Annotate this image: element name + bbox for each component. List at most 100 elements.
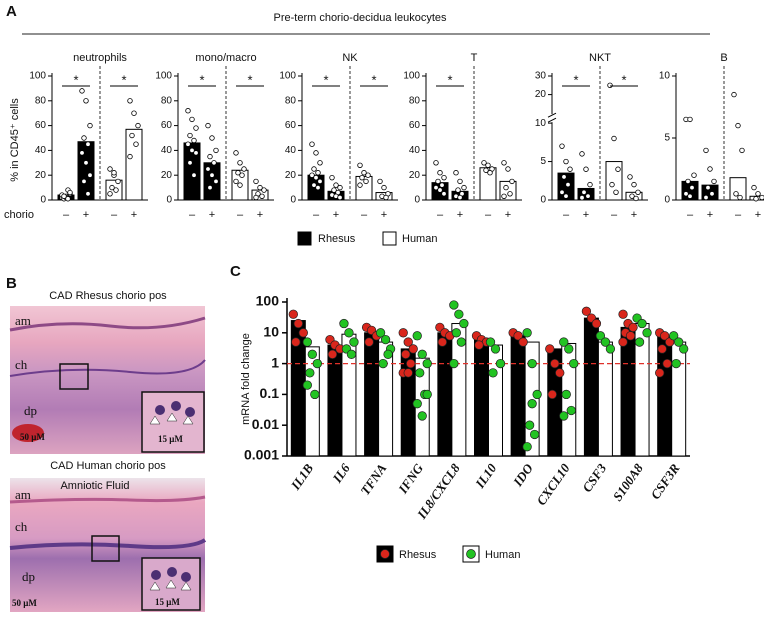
y-tick-label: 5 (664, 133, 670, 144)
y-tick-label: 0 (166, 195, 172, 206)
x-tick-label: CSF3 (579, 460, 609, 494)
x-tick-label: + (631, 209, 637, 221)
data-point (253, 178, 259, 185)
data-point (660, 331, 670, 341)
y-tick-label: 100 (155, 71, 172, 82)
data-point (305, 368, 315, 378)
y-tick-label: 0 (290, 195, 296, 206)
data-point (495, 358, 506, 369)
x-axis-label: chorio (4, 209, 34, 221)
data-point (433, 160, 439, 166)
x-tick-label: + (505, 209, 511, 221)
y-tick-label: 0 (414, 195, 420, 206)
data-point (401, 349, 411, 359)
data-point (529, 429, 540, 440)
data-point (505, 166, 511, 172)
y-tick-label: 0 (540, 195, 546, 206)
legend-label: Human (402, 233, 437, 245)
data-point (83, 160, 89, 166)
data-point (364, 337, 374, 347)
data-point (685, 178, 691, 185)
x-tick-label: + (333, 209, 339, 221)
data-point (187, 132, 193, 139)
y-tick-label: 60 (161, 120, 173, 131)
image-title: CAD Rhesus chorio pos (49, 290, 167, 302)
data-point (532, 389, 542, 400)
data-point (581, 189, 587, 196)
data-point (435, 178, 441, 185)
data-point (311, 166, 317, 172)
data-point (380, 334, 391, 345)
data-point (485, 337, 496, 347)
data-point (313, 150, 319, 156)
bar (183, 142, 201, 201)
data-point (609, 181, 615, 188)
data-point (417, 411, 427, 421)
data-point (317, 178, 323, 185)
data-point (378, 358, 388, 369)
data-point (587, 181, 593, 188)
bar (510, 335, 526, 457)
data-point (317, 160, 323, 166)
data-point (618, 309, 628, 319)
y-tick-label: 10 (263, 324, 279, 340)
arrowheads (149, 579, 192, 591)
data-point (709, 191, 715, 197)
significance-label: * (247, 72, 252, 87)
data-point (233, 178, 239, 185)
bar (583, 317, 599, 457)
nucleus (171, 401, 181, 411)
data-point (559, 411, 569, 421)
y-tick-label: 40 (35, 145, 47, 156)
data-point (207, 153, 213, 160)
data-point (65, 196, 71, 202)
data-point (406, 358, 416, 369)
x-tick-label: + (381, 209, 387, 221)
data-point (437, 187, 443, 193)
data-point (455, 187, 461, 193)
data-point (433, 184, 439, 191)
bar (125, 128, 143, 201)
tissue-label: dp (22, 569, 35, 584)
inset-box (59, 363, 89, 390)
data-point (751, 184, 757, 191)
data-point (422, 358, 432, 369)
data-point (81, 135, 87, 141)
data-point (133, 141, 139, 147)
significance-label: * (573, 72, 578, 87)
tissue-layer (9, 359, 206, 377)
data-point (481, 160, 487, 166)
data-point (579, 151, 585, 157)
x-tick-label: IL1B (287, 461, 316, 494)
data-point (339, 318, 349, 329)
axis-break-mark (547, 112, 557, 123)
data-point (191, 172, 197, 178)
data-point (522, 328, 532, 338)
data-point (545, 344, 555, 354)
data-point (490, 344, 501, 354)
data-point (735, 122, 741, 129)
x-tick-label: – (313, 209, 320, 221)
x-tick-label: TFNA (357, 461, 389, 498)
y-tick-label: 60 (409, 120, 421, 131)
significance-label: * (323, 72, 328, 87)
data-point (563, 193, 569, 199)
data-point (361, 170, 367, 176)
data-point (691, 172, 697, 178)
data-point (459, 318, 469, 329)
data-point (687, 193, 693, 199)
bar (577, 187, 595, 201)
data-point (79, 88, 85, 94)
legend-label: Rhesus (318, 233, 356, 245)
data-point (412, 331, 422, 341)
data-point (705, 184, 711, 191)
data-point (687, 116, 693, 123)
data-point (417, 349, 427, 359)
x-tick-label: + (257, 209, 263, 221)
data-point (561, 174, 567, 180)
data-point (683, 191, 689, 197)
data-point (415, 368, 425, 378)
y-tick-label: 5 (540, 156, 546, 167)
y-tick-label: 20 (535, 89, 547, 100)
data-point (337, 184, 343, 191)
